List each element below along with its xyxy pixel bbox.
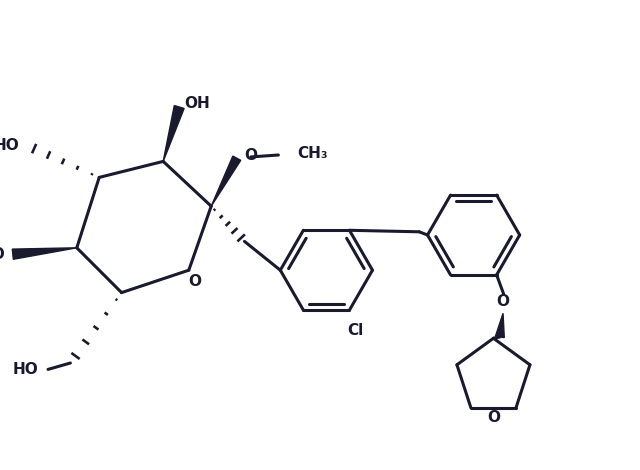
Text: OH: OH — [184, 96, 210, 111]
Text: O: O — [189, 274, 202, 289]
Text: O: O — [487, 410, 500, 425]
Text: CH₃: CH₃ — [298, 146, 328, 161]
Polygon shape — [495, 313, 504, 337]
Text: O: O — [244, 148, 257, 163]
Polygon shape — [211, 156, 241, 206]
Text: HO: HO — [0, 247, 5, 262]
Text: HO: HO — [13, 362, 38, 377]
Polygon shape — [163, 106, 184, 161]
Text: HO: HO — [0, 138, 19, 153]
Polygon shape — [12, 248, 77, 259]
Text: Cl: Cl — [348, 323, 364, 338]
Text: O: O — [497, 294, 509, 309]
